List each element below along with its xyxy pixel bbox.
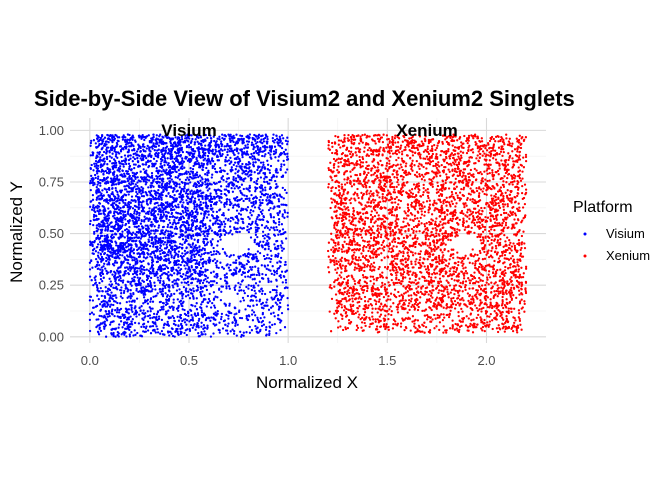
legend: Platform Visium Xenium: [573, 199, 650, 263]
point-cloud-visium: [88, 133, 290, 338]
y-axis-title: Normalized Y: [7, 181, 26, 283]
legend-title: Platform: [573, 199, 633, 216]
y-axis-ticks: 0.00 0.25 0.50 0.75 1.00: [39, 123, 64, 344]
x-tick-label: 2.0: [477, 353, 495, 368]
x-tick-label: 0.5: [180, 353, 198, 368]
data-points: [88, 133, 528, 338]
grid: [70, 118, 546, 343]
point-cloud-xenium: [326, 133, 528, 334]
legend-label-visium: Visium: [606, 226, 645, 241]
x-tick-label: 0.0: [81, 353, 99, 368]
series-xenium: [326, 133, 528, 334]
x-tick-label: 1.0: [279, 353, 297, 368]
facet-label-xenium: Xenium: [396, 121, 457, 140]
legend-item-xenium: Xenium: [583, 248, 650, 263]
y-tick-label: 0.25: [39, 278, 64, 293]
legend-item-visium: Visium: [583, 226, 645, 241]
x-axis-title: Normalized X: [256, 373, 358, 392]
series-visium: [88, 133, 290, 338]
y-tick-label: 0.50: [39, 226, 64, 241]
x-tick-label: 1.5: [378, 353, 396, 368]
y-tick-label: 0.00: [39, 329, 64, 344]
y-tick-label: 1.00: [39, 123, 64, 138]
legend-key-visium: [583, 232, 587, 236]
chart-title: Side-by-Side View of Visium2 and Xenium2…: [34, 86, 575, 111]
y-tick-label: 0.75: [39, 174, 64, 189]
x-axis-ticks: 0.0 0.5 1.0 1.5 2.0: [81, 353, 496, 368]
legend-label-xenium: Xenium: [606, 248, 650, 263]
facet-label-visium: Visium: [161, 121, 216, 140]
legend-key-xenium: [583, 254, 587, 258]
facet-labels: Visium Xenium: [161, 121, 457, 140]
